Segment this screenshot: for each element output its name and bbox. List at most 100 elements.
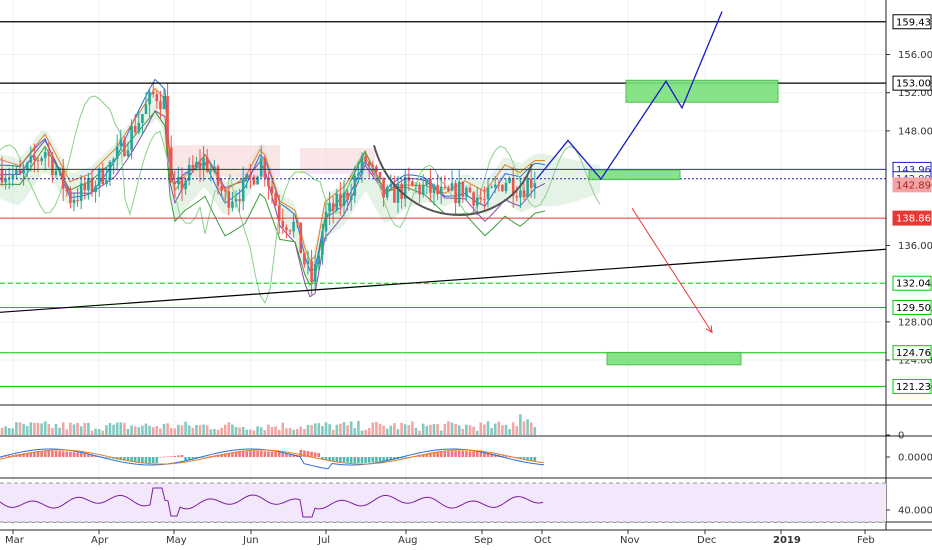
macd-histogram-bar (119, 457, 123, 461)
candle-body (11, 174, 15, 178)
volume-bar (403, 424, 407, 435)
candle-body (493, 184, 497, 188)
candle-body (508, 178, 511, 183)
macd-histogram-bar (40, 451, 43, 457)
volume-bar (429, 424, 432, 435)
volume-bar (180, 425, 184, 435)
candle-body (364, 155, 367, 163)
macd-histogram-bar (166, 456, 169, 458)
candle-body (306, 261, 310, 265)
candle-body (97, 168, 101, 186)
candle-body (234, 199, 238, 202)
macd-histogram-bar (184, 457, 187, 461)
volume-bar (130, 425, 133, 435)
chart-drawings (0, 11, 887, 366)
volume-bar (414, 427, 418, 435)
volume-bar (385, 428, 389, 435)
volume-bar (249, 429, 252, 435)
volume-bar (94, 428, 97, 435)
candle-body (522, 190, 526, 198)
macd-histogram-bar (180, 454, 184, 457)
macd-histogram-bar (227, 453, 231, 457)
volume-bar (432, 424, 436, 435)
candle-body (465, 187, 468, 197)
macd-histogram-bar (385, 457, 389, 461)
volume-bar (475, 430, 479, 435)
volume-bar (141, 425, 144, 435)
time-axis[interactable]: Mar Apr May Jun Jul Aug Sep Oct Nov Dec 2019 Feb (5, 530, 875, 546)
candle-body (22, 169, 25, 174)
macd-histogram-bar (439, 451, 443, 457)
candle-body (72, 199, 76, 203)
volume-bar (263, 430, 267, 435)
candle-body (396, 183, 400, 203)
macd-histogram-bar (87, 454, 90, 457)
volume-bar (36, 422, 40, 435)
candle-body (371, 165, 375, 167)
volume-bar (511, 422, 515, 435)
candle-body (270, 186, 274, 194)
volume-bar (252, 430, 256, 435)
candle-body (54, 170, 58, 176)
macd-histogram-bar (432, 452, 436, 457)
volume-bar (313, 423, 317, 435)
candle-body (169, 147, 173, 183)
candle-body (515, 196, 519, 198)
price-axis[interactable]: 156.000 152.000 148.000 136.000 128.000 124.0… (886, 14, 932, 517)
volume-bar (177, 424, 180, 435)
candle-body (187, 165, 191, 181)
macd-histogram-bar (479, 452, 483, 457)
candle-body (202, 157, 205, 169)
macd-histogram-bar (303, 450, 306, 457)
indicator-panels (0, 0, 932, 531)
candle-body (321, 231, 324, 256)
candle-body (18, 169, 22, 174)
candle-body (335, 193, 339, 211)
macd-histogram-bar (306, 451, 310, 457)
candle-body (324, 211, 328, 232)
candle-body (227, 191, 231, 208)
candle-body (223, 190, 227, 192)
target-zone (606, 351, 742, 366)
candle-body (29, 155, 33, 163)
candle-body (249, 173, 252, 177)
candle-body (292, 221, 295, 232)
candle-body (461, 181, 465, 197)
candle-body (155, 94, 159, 102)
volume-bar (364, 429, 367, 435)
candle-body (267, 177, 270, 187)
volume-bar (461, 428, 465, 435)
volume-bar (436, 424, 439, 435)
macd-histogram-bar (288, 453, 292, 457)
candle-body (69, 191, 72, 203)
candle-body (504, 182, 508, 192)
volume-bar (367, 427, 371, 435)
macd-histogram-bar (281, 452, 285, 457)
macd-histogram-bar (324, 457, 328, 461)
volume-bar (425, 425, 429, 435)
macd-indicator (0, 448, 545, 470)
y-tick-label: 136.000 (898, 241, 932, 252)
candle-body (457, 181, 461, 204)
macd-histogram-bar (443, 451, 447, 457)
x-tick-label: Jul (317, 535, 330, 546)
candle-body (339, 193, 342, 207)
macd-histogram-bar (144, 457, 148, 463)
volume-bar (119, 422, 123, 435)
volume-bar (18, 422, 22, 435)
volume-bar (331, 429, 335, 435)
candle-body (173, 182, 177, 185)
candle-body (184, 180, 187, 190)
volume-bar (76, 422, 79, 435)
candle-body (472, 192, 475, 206)
macd-histogram-bar (130, 457, 133, 462)
volume-bar (292, 429, 295, 435)
candle-body (418, 185, 421, 195)
volume-bar (220, 427, 223, 435)
macd-histogram-bar (342, 457, 346, 463)
volume-bar (303, 429, 306, 435)
macd-histogram-bar (490, 453, 493, 457)
candle-body (213, 166, 216, 171)
macd-histogram-bar (58, 451, 61, 457)
